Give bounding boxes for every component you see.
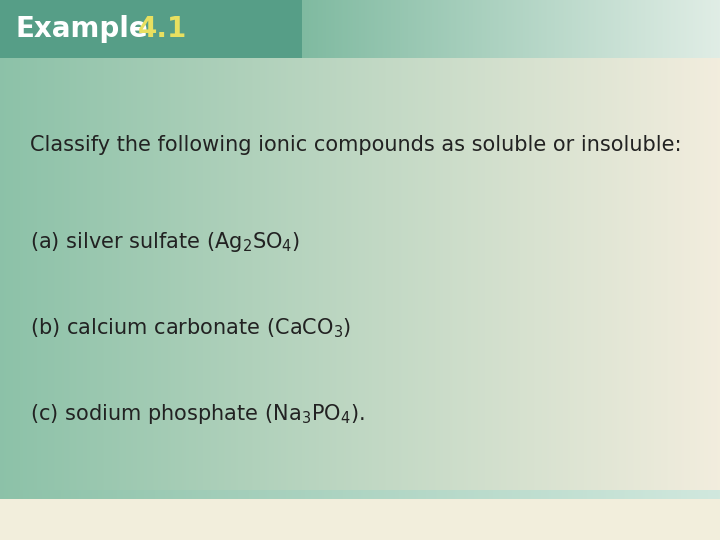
Text: (a) silver sulfate (Ag$_2$SO$_4$): (a) silver sulfate (Ag$_2$SO$_4$)	[30, 230, 300, 254]
Text: 4.1: 4.1	[138, 15, 187, 43]
Text: (c) sodium phosphate (Na$_3$PO$_4$).: (c) sodium phosphate (Na$_3$PO$_4$).	[30, 402, 365, 426]
Text: Classify the following ionic compounds as soluble or insoluble:: Classify the following ionic compounds a…	[30, 134, 682, 154]
Text: Example: Example	[16, 15, 148, 43]
Text: (b) calcium carbonate (CaCO$_3$): (b) calcium carbonate (CaCO$_3$)	[30, 316, 351, 340]
